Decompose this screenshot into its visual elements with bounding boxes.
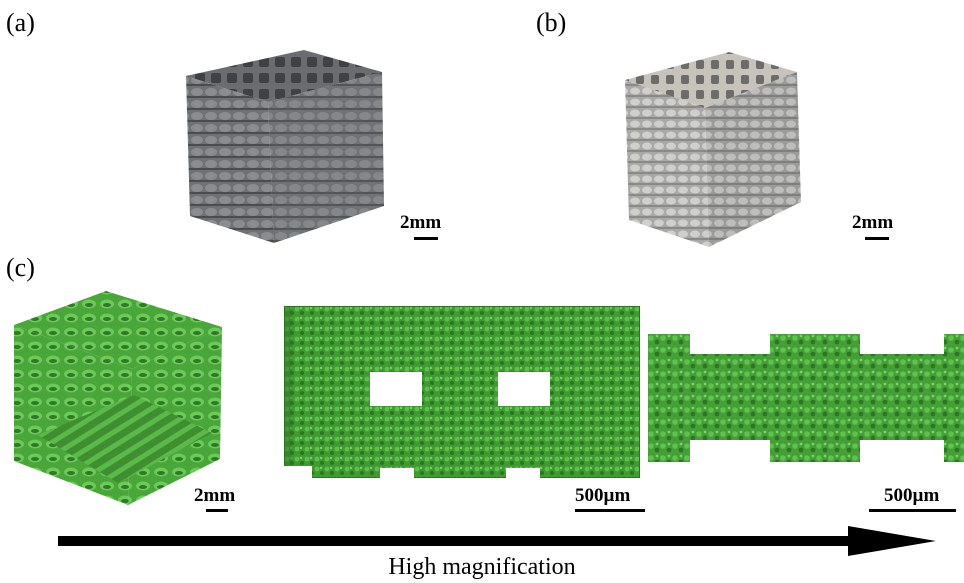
magnification-arrow <box>58 526 936 556</box>
scale-label-b: 2mm <box>852 212 894 233</box>
scale-label-a: 2mm <box>400 212 442 233</box>
scale-label-c1: 2mm <box>194 485 236 506</box>
scale-bar-c1 <box>206 509 228 512</box>
panel-label-b: (b) <box>536 8 567 37</box>
scale-label-c2: 500µm <box>575 485 631 506</box>
green-model-section-mid <box>284 306 640 478</box>
scale-label-c3: 500µm <box>884 485 940 506</box>
scale-bar-c2 <box>575 509 645 512</box>
scaffold-photo-b <box>625 52 801 247</box>
scale-bar-a <box>414 237 438 240</box>
panel-label-a: (a) <box>6 8 35 37</box>
panel-label-c: (c) <box>6 253 35 282</box>
green-model-section-high <box>648 334 964 462</box>
scale-bar-c3 <box>869 509 956 512</box>
scaffold-photo-a <box>186 50 384 243</box>
green-model-cube <box>14 291 222 505</box>
arrow-caption: High magnification <box>388 554 576 580</box>
scale-bar-b <box>865 237 889 240</box>
